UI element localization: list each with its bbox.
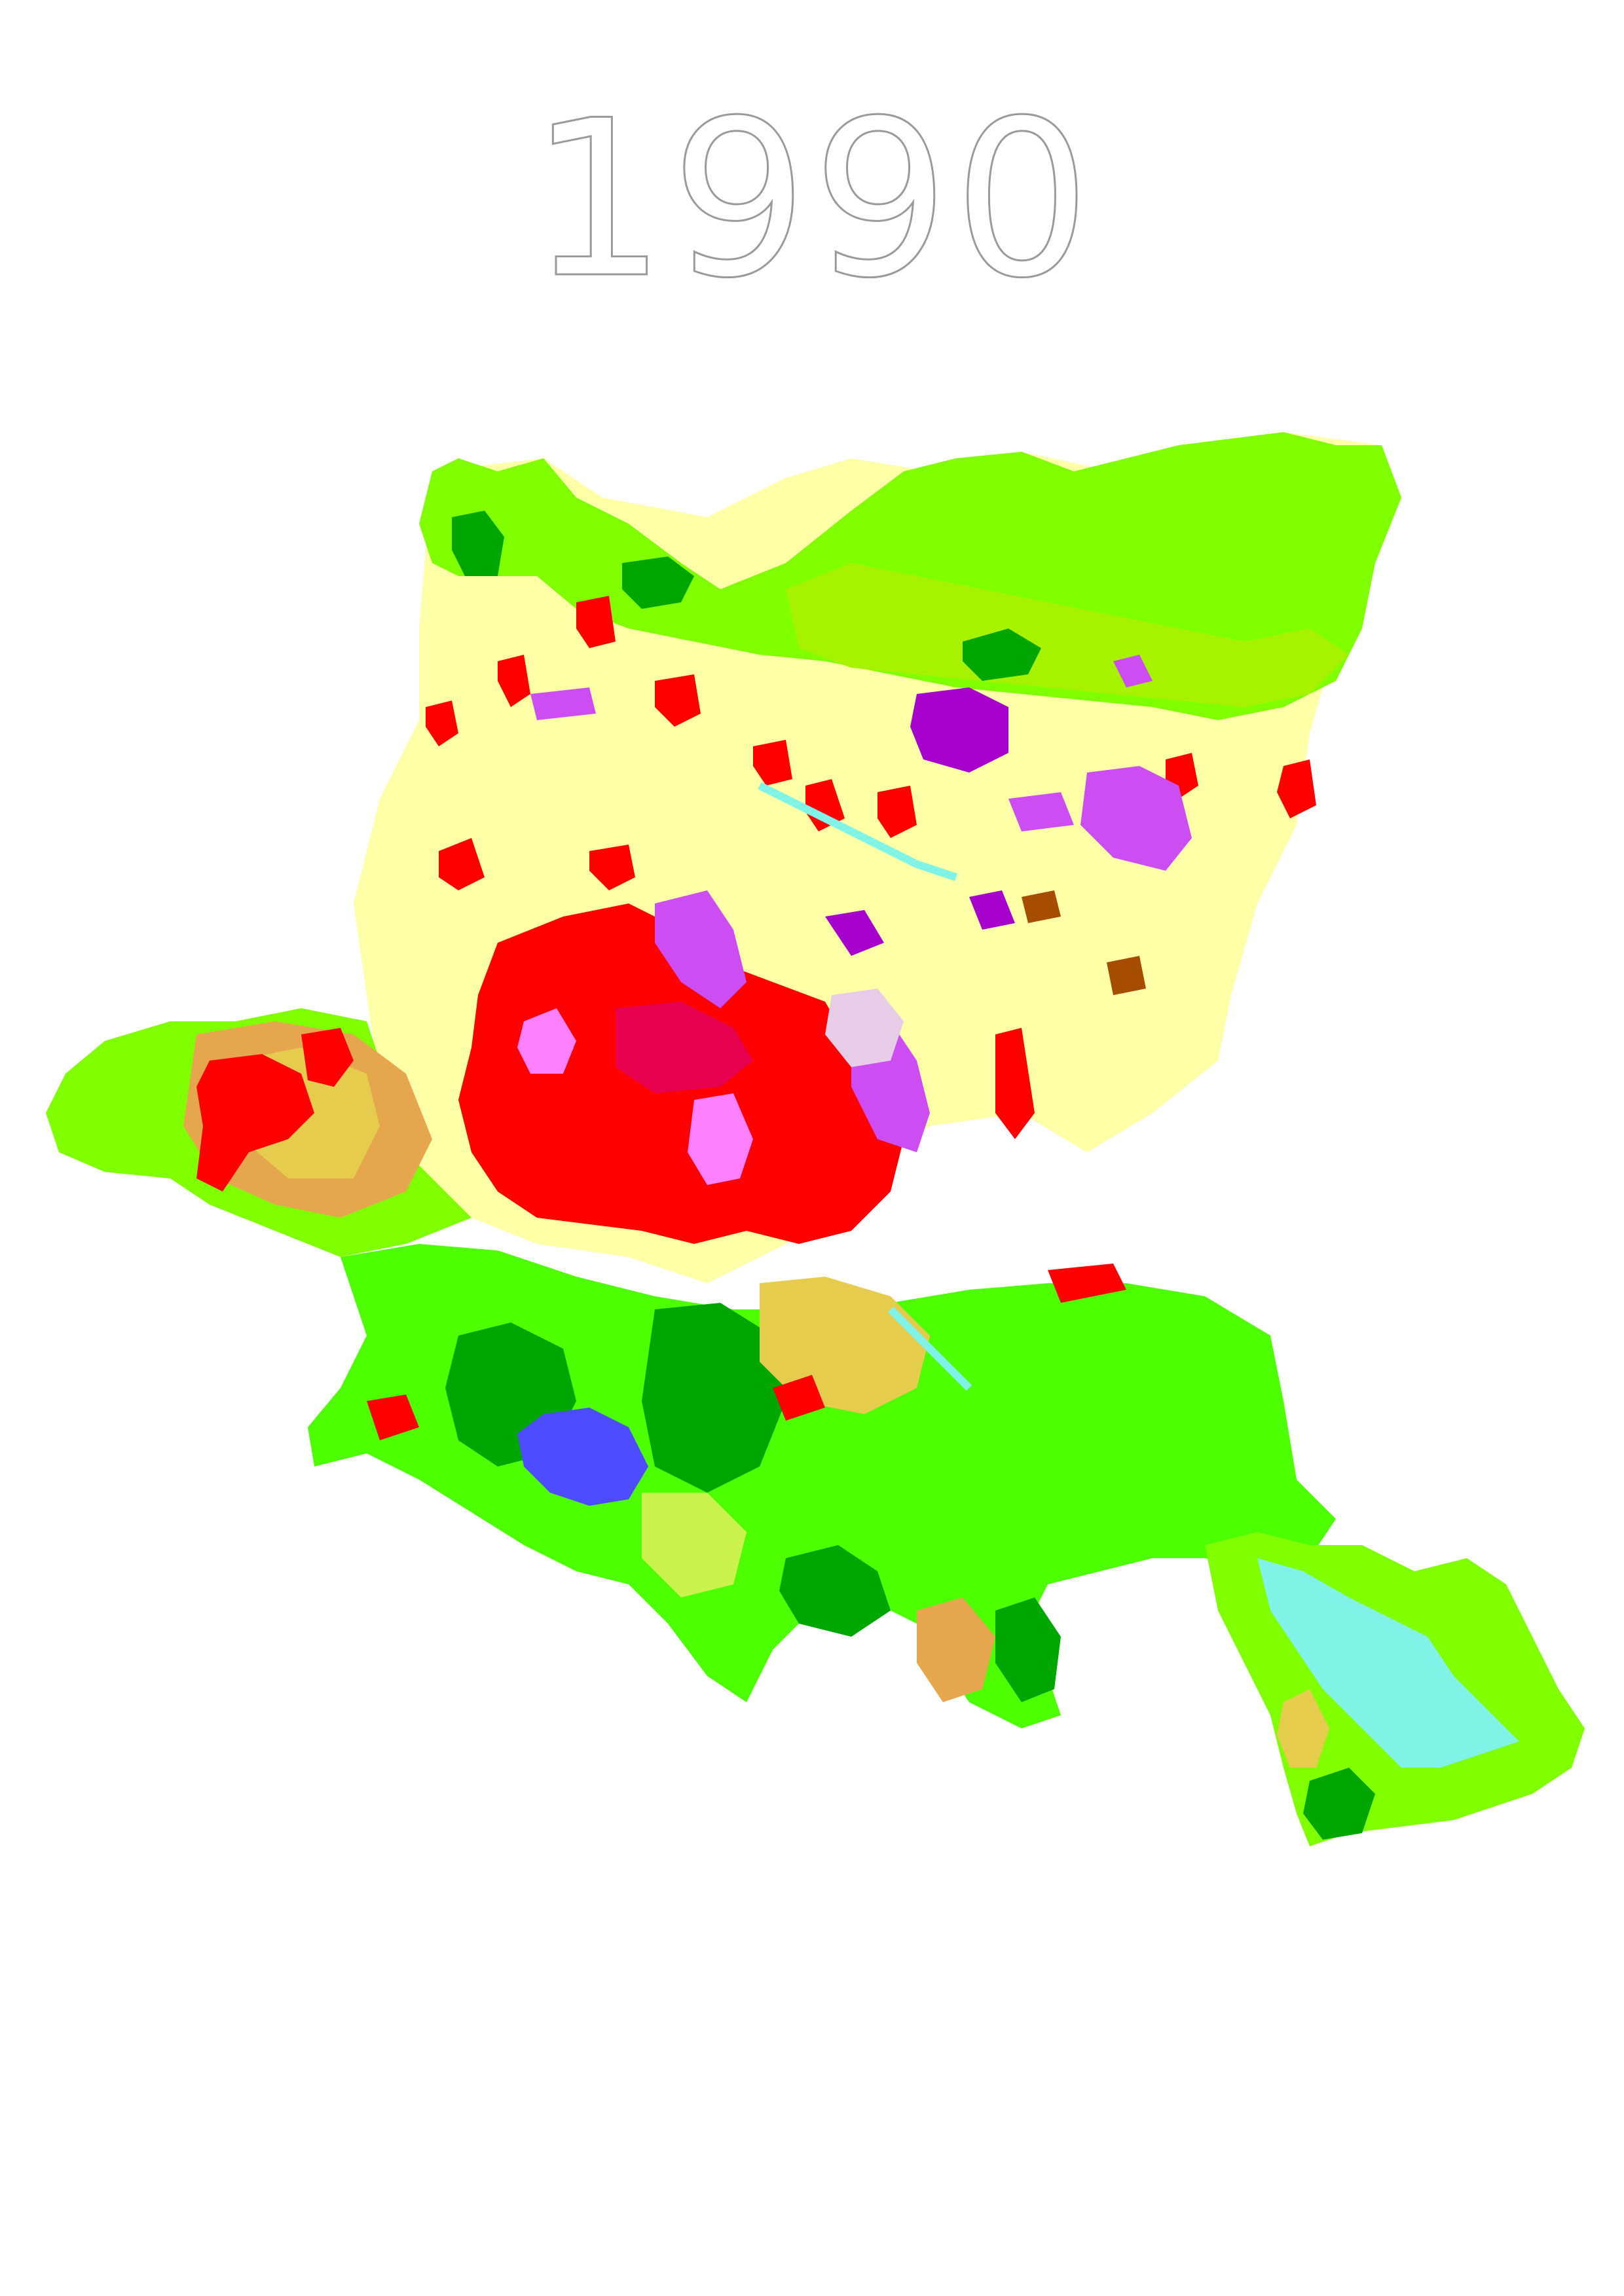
mineral-patch-1 (1022, 890, 1061, 923)
region-south-conifer-3 (779, 1545, 891, 1637)
urban-patch-3 (576, 596, 616, 648)
urban-patch-14 (367, 1394, 419, 1440)
urban-patch-15 (773, 1375, 825, 1421)
region-north-conifer-3 (963, 629, 1041, 681)
urban-patch-8 (439, 838, 485, 890)
region-west-urban-2 (301, 1028, 354, 1087)
urban-patch-4 (655, 674, 701, 727)
region-south-conifer-2 (642, 1303, 786, 1493)
industrial-patch-4 (1008, 792, 1074, 831)
region-urban-industrial-1 (655, 890, 747, 1008)
urban-patch-6 (805, 779, 845, 831)
urban-patch-11 (1277, 759, 1316, 818)
mineral-patch-2 (1107, 956, 1146, 995)
region-urban-dense (616, 1002, 753, 1093)
map-year-title: 1990 (528, 74, 1095, 325)
industrial-patch-2 (910, 687, 1008, 773)
region-south-pasture-2 (917, 1597, 995, 1702)
industrial-patch-3 (1080, 766, 1192, 871)
region-south-conifer-4 (995, 1597, 1061, 1702)
urban-patch-7 (877, 786, 917, 838)
urban-patch-12 (995, 1028, 1035, 1139)
region-reservoir (517, 1408, 648, 1506)
region-urban-green-2 (517, 1008, 576, 1074)
region-south-grassland (642, 1493, 747, 1597)
region-west-urban (196, 1054, 314, 1192)
region-sport-leisure (825, 989, 904, 1067)
urban-patch-1 (426, 701, 458, 746)
river-south (887, 1306, 972, 1391)
urban-patch-13 (1048, 1264, 1126, 1303)
industrial-patch-7 (1113, 655, 1153, 687)
region-southeast-pasture (1277, 1689, 1329, 1768)
region-north-conifer-1 (452, 511, 504, 576)
region-southeast-conifer (1303, 1768, 1375, 1840)
region-north-grassland (786, 563, 1349, 707)
urban-patch-5 (753, 740, 792, 786)
river-north (758, 782, 957, 881)
region-north-conifer-2 (622, 556, 694, 609)
industrial-patch-6 (969, 890, 1015, 930)
region-urban-green-1 (688, 1093, 753, 1185)
urban-patch-2 (498, 655, 530, 707)
urban-patch-9 (589, 845, 635, 890)
region-lake (1257, 1558, 1519, 1768)
industrial-patch-1 (530, 687, 596, 720)
industrial-patch-5 (825, 910, 884, 956)
